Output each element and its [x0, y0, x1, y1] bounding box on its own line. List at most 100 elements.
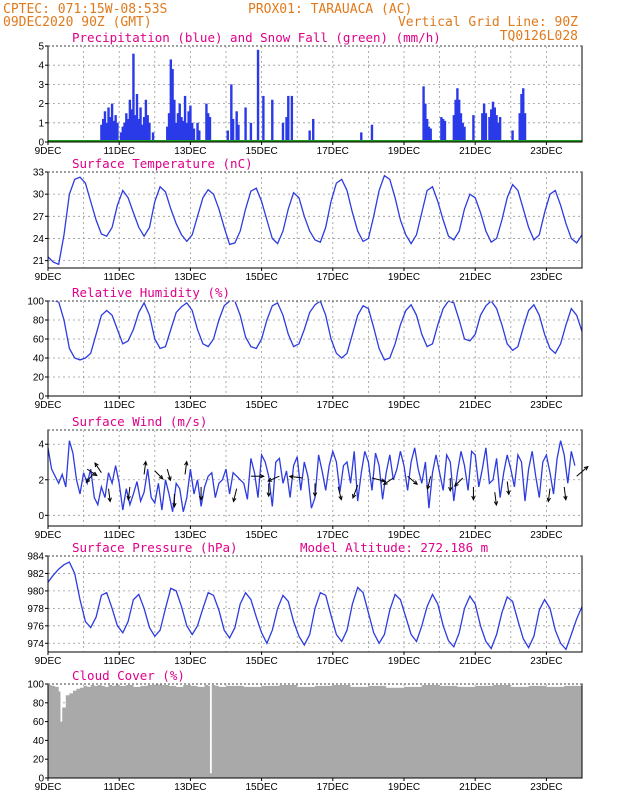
panel-cloud: 0 20 40 60 80 100 9DEC 11DEC 13DEC 15DEC 17DEC 19DE…: [27, 668, 583, 793]
wind-arrow: [107, 488, 112, 503]
wind-arrow-head: [198, 495, 204, 501]
precip-bar: [424, 103, 427, 142]
x-tick-label: 21DEC: [459, 146, 491, 157]
wind-arrow-shaft: [494, 492, 497, 506]
precip-bar: [134, 115, 137, 142]
precip-bar: [522, 88, 525, 142]
wind-arrow: [371, 477, 386, 483]
precip-bar: [187, 111, 190, 142]
wind-arrow-head: [563, 495, 568, 501]
wind-arrow-head: [288, 474, 294, 479]
x-tick-label: 21DEC: [459, 272, 491, 283]
x-tick-label: 9DEC: [35, 656, 62, 667]
wind-arrow: [382, 477, 394, 486]
y-tick-label: 40: [33, 354, 45, 365]
y-tick-label: 33: [33, 168, 45, 179]
x-tick-label: 13DEC: [174, 146, 206, 157]
wind-arrow: [198, 486, 204, 501]
precip-bar: [262, 95, 265, 142]
panel-precip: 0 1 2 3 4 5 9DEC 11DEC 13DEC 15DEC 17DEC 19DEC 21DEC…: [35, 30, 583, 157]
x-tick-label: 21DEC: [459, 656, 491, 667]
wind-arrow-shaft: [337, 486, 342, 500]
rh-line: [48, 299, 583, 361]
x-tick-label: 11DEC: [103, 782, 135, 793]
x-tick-label: 17DEC: [317, 782, 349, 793]
wind-arrow: [493, 492, 499, 507]
x-tick-label: 11DEC: [103, 656, 135, 667]
precip-bar: [185, 122, 189, 142]
precip-bar: [169, 59, 173, 142]
precip-bar: [231, 118, 235, 142]
temp-line: [47, 174, 583, 266]
y-tick-label: 30: [33, 190, 45, 201]
wind-arrow-shaft: [383, 477, 394, 485]
precip-bar: [256, 49, 260, 143]
wind-arrow-head: [506, 490, 511, 496]
precip-bar: [249, 122, 253, 142]
y-tick-label: 976: [27, 621, 44, 632]
wind-arrow-head: [266, 492, 271, 498]
wind-arrow: [94, 462, 102, 473]
y-tick-label: 982: [27, 569, 44, 580]
precip-bar: [166, 126, 169, 142]
precip-bar: [183, 95, 187, 142]
wind-arrow-head: [143, 460, 148, 466]
y-tick-label: 980: [27, 586, 44, 597]
cloud-title: Cloud Cover (%): [72, 668, 185, 683]
wind-arrow-shaft: [232, 488, 238, 502]
precip-bar: [207, 113, 210, 142]
precip-bar: [137, 118, 140, 142]
wind-arrow-shaft: [108, 488, 111, 502]
precip-bar: [235, 111, 238, 142]
wind-arrow: [232, 488, 238, 503]
wind-arrow: [266, 483, 271, 498]
precip-bar: [121, 126, 124, 142]
header-model: TQ0126L028: [500, 29, 578, 44]
wind-arrow-head: [583, 465, 589, 471]
wind-arrow-shaft: [454, 477, 464, 487]
precip-bar: [135, 94, 139, 142]
wind-arrow: [166, 468, 172, 482]
x-tick-label: 23DEC: [530, 530, 562, 541]
wind-arrow-shaft: [94, 462, 102, 473]
wind-arrow: [352, 484, 359, 499]
x-tick-label: 23DEC: [530, 656, 562, 667]
wind-arrow-head: [413, 480, 419, 485]
wind-arrow: [154, 470, 164, 480]
precip-bar: [208, 117, 212, 142]
precip-bar: [440, 117, 443, 142]
x-tick-label: 17DEC: [317, 656, 349, 667]
x-tick-label: 11DEC: [103, 400, 135, 411]
precip-bar: [178, 103, 181, 142]
wind-arrow-shaft: [127, 486, 131, 500]
precip-bar: [472, 115, 475, 142]
wind-arrow-head: [352, 493, 357, 499]
precip-bar: [360, 132, 363, 142]
wind-arrow-head: [259, 474, 265, 479]
wind-title: Surface Wind (m/s): [72, 414, 207, 429]
precip-bar: [429, 128, 432, 142]
y-tick-label: 60: [33, 717, 45, 728]
panel-frame: [47, 300, 583, 397]
precip-bar: [523, 113, 527, 142]
precip-bar: [146, 115, 149, 142]
wind-arrow-shaft: [143, 461, 147, 475]
precip-bar: [493, 107, 496, 142]
precip-bar: [182, 120, 185, 142]
wind-arrow-head: [453, 482, 459, 487]
y-tick-label: 2: [38, 475, 44, 486]
y-tick-label: 80: [33, 698, 45, 709]
wind-arrow-shaft: [166, 468, 171, 481]
precip-bar: [132, 53, 135, 142]
precip-bar: [454, 99, 457, 142]
panel-frame: [47, 555, 583, 653]
wind-arrow-head: [382, 480, 388, 486]
wind-arrow-shaft: [407, 475, 418, 485]
precip-bar: [461, 122, 464, 142]
x-tick-label: 23DEC: [530, 400, 562, 411]
precip-bar: [141, 124, 144, 142]
precip-bar: [192, 128, 196, 142]
x-tick-label: 13DEC: [174, 530, 206, 541]
wind-arrow: [563, 486, 568, 501]
precip-bar: [103, 111, 107, 142]
